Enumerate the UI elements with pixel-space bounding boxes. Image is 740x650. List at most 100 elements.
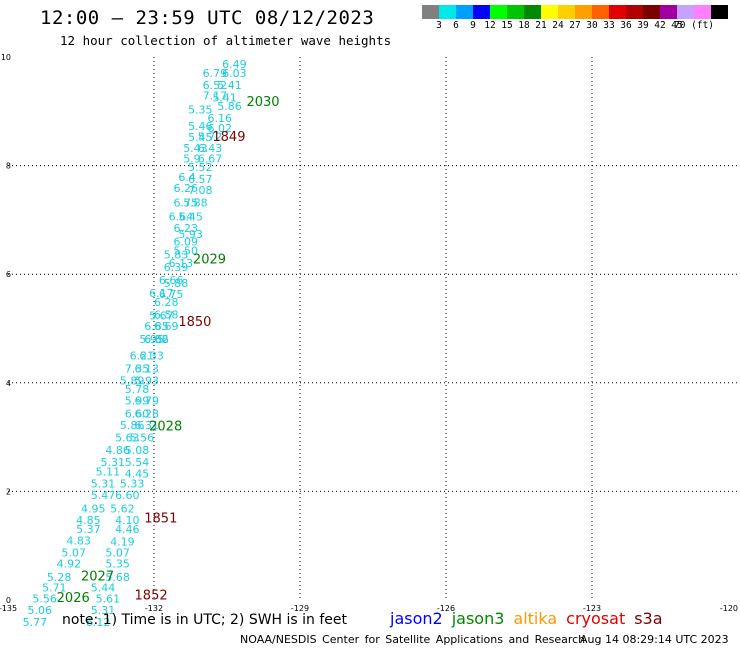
wave-height-point: 6.79 <box>203 67 228 80</box>
wave-height-point: 6.85 <box>144 320 169 333</box>
y-tick-label: 6 <box>6 270 11 279</box>
wave-height-point: 6.36 <box>144 333 169 346</box>
wave-height-point: 5.41 <box>212 92 237 105</box>
colorbar-label: 3 <box>436 20 442 31</box>
colorbar-swatch <box>711 5 728 19</box>
wave-height-point: 7.08 <box>188 184 213 197</box>
wave-height-point: 5.56 <box>32 593 57 606</box>
y-tick-label: 10 <box>1 53 11 62</box>
wave-height-point: 5.06 <box>27 604 52 617</box>
colorbar-swatches <box>422 5 728 19</box>
wave-height-point: 6.28 <box>135 408 160 421</box>
wave-height-point: 5.93 <box>135 374 160 387</box>
colorbar-label: 30 <box>586 20 598 31</box>
colorbar-label: 36 <box>620 20 632 31</box>
wave-height-point: 5.31 <box>100 456 125 469</box>
wave-height-point: 5.41 <box>217 79 242 92</box>
wave-height-point: 4.83 <box>66 535 91 548</box>
wave-height-point: 6.79 <box>135 395 160 408</box>
wave-height-point: 6.03 <box>222 67 247 80</box>
pass-number-label: 1851 <box>144 511 177 526</box>
colorbar-swatch <box>643 5 660 19</box>
pass-number-label: 2029 <box>193 252 226 267</box>
x-tick-label: -126 <box>437 604 455 613</box>
colorbar-swatch <box>456 5 473 19</box>
footnote-credit: NOAA/NESDIS Center for Satellite Applica… <box>240 633 586 646</box>
colorbar-label: 18 <box>518 20 530 31</box>
wave-height-point: 5.89 <box>120 374 145 387</box>
legend-item-s3a: s3a <box>634 609 663 628</box>
wave-height-point: 6.58 <box>154 309 179 322</box>
wave-height-point: 5.31 <box>91 478 116 491</box>
colorbar-label: 9 <box>470 20 476 31</box>
wave-height-point: 6.43 <box>198 142 223 155</box>
wave-height-point: 6.67 <box>198 152 223 165</box>
wave-height-point: 5.08 <box>125 444 150 457</box>
wave-height-point: 6.60 <box>115 489 140 502</box>
colorbar-swatch <box>660 5 677 19</box>
x-tick-label: -129 <box>291 604 309 613</box>
wave-height-point: 5.67 <box>149 309 174 322</box>
y-tick-label: 8 <box>6 162 11 171</box>
wave-height-point: 5.63 <box>115 431 140 444</box>
wave-height-point: 5.61 <box>96 593 121 606</box>
colorbar-swatch <box>541 5 558 19</box>
legend-item-altika: altika <box>513 609 558 628</box>
legend-item-jason2: jason2 <box>390 609 443 628</box>
wave-height-point: 5.56 <box>130 431 155 444</box>
wave-height-point: 5.47 <box>91 489 116 502</box>
wave-height-point: 5.35 <box>105 557 130 570</box>
colorbar-label: 15 <box>501 20 513 31</box>
colorbar-legend: 3 6 9 12 15 18 21 24 27 30 33 36 39 42 45 70 (ft) <box>422 5 728 33</box>
wave-height-point: 5.44 <box>91 581 116 594</box>
wave-height-point: 6.26 <box>173 182 198 195</box>
pass-number-label: 1850 <box>178 315 211 330</box>
wave-height-point: 6.13 <box>135 362 160 375</box>
wave-height-point: 5.83 <box>164 248 189 261</box>
wave-height-point: 5.45 <box>188 131 213 144</box>
wave-height-point: 6.75 <box>159 288 184 301</box>
wave-height-point: 5.71 <box>42 581 67 594</box>
pass-number-label: 1852 <box>135 588 168 603</box>
colorbar-label: 6 <box>453 20 459 31</box>
wave-height-point: 5.28 <box>47 571 72 584</box>
x-tick-label: -135 <box>0 604 17 613</box>
wave-height-point: 6.66 <box>159 274 184 287</box>
colorbar-labels: 3 6 9 12 15 18 21 24 27 30 33 36 39 42 45 70 (ft) <box>422 19 728 33</box>
wave-height-point: 6.16 <box>208 112 233 125</box>
wave-height-point: 6.21 <box>130 349 155 362</box>
wave-height-point: 5.37 <box>76 523 101 536</box>
colorbar-swatch <box>439 5 456 19</box>
wave-height-point: 5.88 <box>183 196 208 209</box>
wave-height-point: 5.86 <box>217 100 242 113</box>
colorbar-swatch <box>490 5 507 19</box>
wave-height-point: 5.54 <box>125 456 150 469</box>
y-tick-label: 2 <box>6 487 11 496</box>
wave-height-point: 7.35 <box>125 362 150 375</box>
wave-height-point: 5.07 <box>105 547 130 560</box>
y-tick-label: 4 <box>6 379 11 388</box>
wave-height-point: 6.33 <box>139 349 164 362</box>
wave-height-point: 6.39 <box>164 261 189 274</box>
colorbar-swatch <box>473 5 490 19</box>
x-tick-label: -120 <box>720 604 738 613</box>
wave-height-point: 6.12 <box>86 616 111 629</box>
colorbar-swatch <box>592 5 609 19</box>
colorbar-swatch <box>626 5 643 19</box>
wave-height-point: 5.45 <box>178 210 203 223</box>
legend-item-jason3: jason3 <box>451 609 505 628</box>
colorbar-label: 70 (ft) <box>673 20 715 31</box>
pass-number-label: 2026 <box>57 591 90 606</box>
colorbar-swatch <box>694 5 711 19</box>
colorbar-swatch <box>609 5 626 19</box>
wave-height-point: 4.10 <box>115 514 140 527</box>
colorbar-label: 33 <box>603 20 615 31</box>
wave-height-point: 6.28 <box>154 296 179 309</box>
legend-item-cryosat: cryosat <box>566 609 626 628</box>
wave-height-point: 6.4 <box>178 171 196 184</box>
wave-height-point: 5.11 <box>96 466 121 479</box>
wave-height-point: 6.75 <box>173 196 198 209</box>
wave-height-point: 6.09 <box>173 235 198 248</box>
wave-height-point: 6.02 <box>208 122 233 135</box>
